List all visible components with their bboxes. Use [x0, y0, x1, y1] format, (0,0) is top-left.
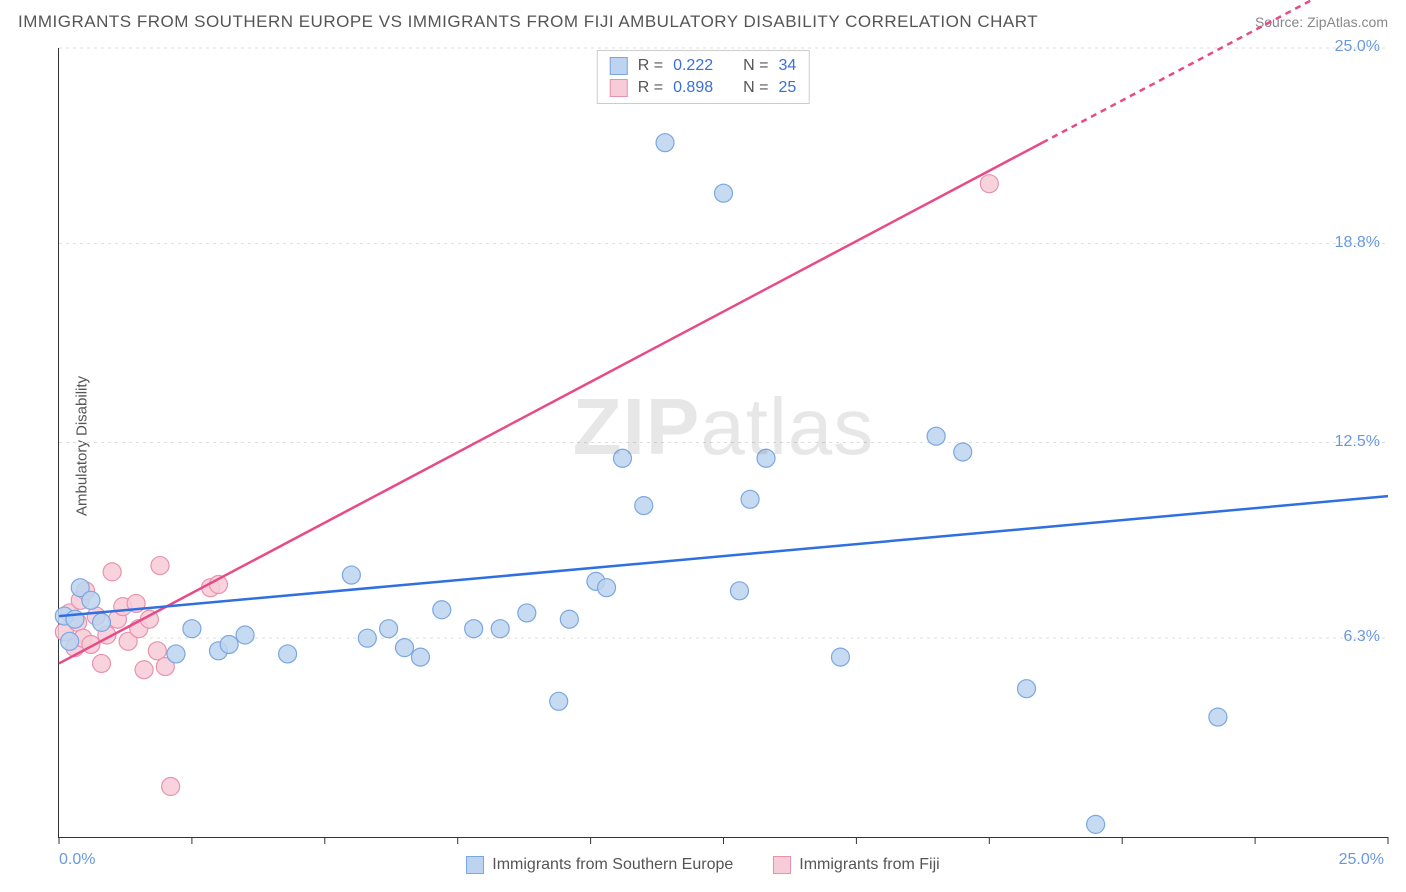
series-legend: Immigrants from Southern Europe Immigran… — [0, 856, 1406, 874]
y-tick-label: 6.3% — [1344, 628, 1380, 646]
legend-label-southern-europe: Immigrants from Southern Europe — [492, 856, 733, 874]
n-value-fiji: 25 — [778, 79, 796, 97]
swatch-fiji — [773, 856, 791, 874]
y-tick-label: 25.0% — [1335, 38, 1380, 56]
legend-row-southern-europe: R = 0.222 N = 34 — [610, 55, 797, 77]
legend-item-fiji: Immigrants from Fiji — [773, 856, 939, 874]
r-label: R = — [638, 79, 663, 97]
source-name: ZipAtlas.com — [1307, 14, 1388, 30]
y-tick-label: 18.8% — [1335, 234, 1380, 252]
swatch-southern-europe — [466, 856, 484, 874]
n-label: N = — [743, 57, 768, 75]
correlation-legend: R = 0.222 N = 34 R = 0.898 N = 25 — [597, 50, 810, 104]
swatch-southern-europe — [610, 57, 628, 75]
n-value-southern-europe: 34 — [778, 57, 796, 75]
plot-area: ZIPatlas 6.3%12.5%18.8%25.0%0.0%25.0% — [58, 48, 1388, 838]
r-value-fiji: 0.898 — [673, 79, 713, 97]
legend-label-fiji: Immigrants from Fiji — [799, 856, 939, 874]
swatch-fiji — [610, 79, 628, 97]
plot-svg — [59, 48, 1388, 837]
chart-title: IMMIGRANTS FROM SOUTHERN EUROPE VS IMMIG… — [18, 12, 1038, 32]
n-label: N = — [743, 79, 768, 97]
y-tick-label: 12.5% — [1335, 433, 1380, 451]
r-value-southern-europe: 0.222 — [673, 57, 713, 75]
legend-row-fiji: R = 0.898 N = 25 — [610, 77, 797, 99]
header: IMMIGRANTS FROM SOUTHERN EUROPE VS IMMIG… — [0, 0, 1406, 40]
source-attribution: Source: ZipAtlas.com — [1255, 14, 1388, 30]
r-label: R = — [638, 57, 663, 75]
legend-item-southern-europe: Immigrants from Southern Europe — [466, 856, 733, 874]
